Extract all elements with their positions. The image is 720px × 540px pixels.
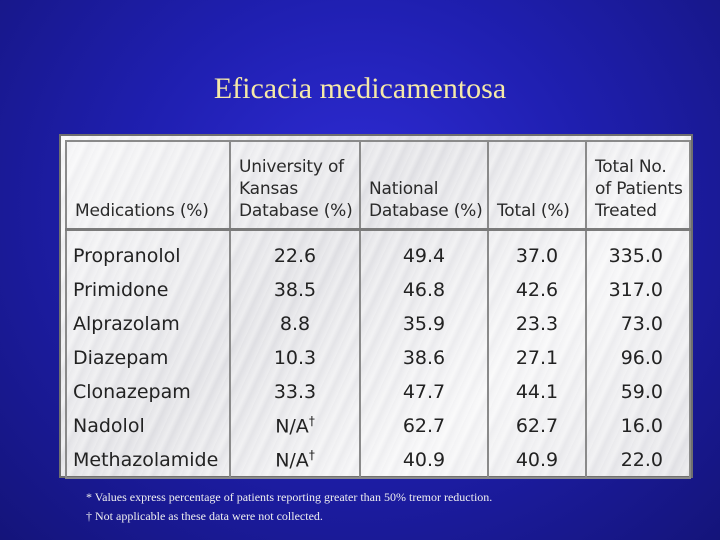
- cell-kansas: N/A†: [229, 443, 361, 479]
- table-row: Alprazolam 8.8 35.9 23.3 73.0: [65, 307, 691, 341]
- cell-national: 38.6: [359, 341, 489, 375]
- header-national-database: National Database (%): [359, 140, 489, 231]
- table-row: Diazepam 10.3 38.6 27.1 96.0: [65, 341, 691, 375]
- table-row: Nadolol N/A† 62.7 62.7 16.0: [65, 409, 691, 443]
- cell-patients: 96.0: [585, 341, 691, 375]
- cell-national: 49.4: [359, 229, 489, 273]
- cell-national: 40.9: [359, 443, 489, 479]
- cell-medication: Clonazepam: [65, 375, 231, 409]
- cell-kansas: 10.3: [229, 341, 361, 375]
- cell-kansas: 22.6: [229, 229, 361, 273]
- footnote-not-applicable: † Not applicable as these data were not …: [86, 509, 323, 523]
- cell-total: 42.6: [487, 273, 587, 307]
- cell-kansas-value: N/A: [275, 449, 309, 472]
- cell-kansas: N/A†: [229, 409, 361, 443]
- table-header-row: Medications (%) University of Kansas Dat…: [65, 140, 691, 231]
- cell-medication: Primidone: [65, 273, 231, 307]
- dagger-mark: †: [308, 448, 315, 463]
- cell-total: 27.1: [487, 341, 587, 375]
- medication-table-panel: Medications (%) University of Kansas Dat…: [59, 134, 693, 479]
- cell-total: 44.1: [487, 375, 587, 409]
- cell-kansas: 8.8: [229, 307, 361, 341]
- table-row: Methazolamide N/A† 40.9 40.9 22.0: [65, 443, 691, 479]
- cell-total: 40.9: [487, 443, 587, 479]
- cell-kansas: 38.5: [229, 273, 361, 307]
- cell-patients: 317.0: [585, 273, 691, 307]
- dagger-mark: †: [308, 414, 315, 429]
- cell-national: 62.7: [359, 409, 489, 443]
- cell-patients: 335.0: [585, 229, 691, 273]
- header-patients-treated: Total No. of Patients Treated: [585, 140, 691, 231]
- cell-medication: Propranolol: [65, 229, 231, 273]
- cell-medication: Alprazolam: [65, 307, 231, 341]
- header-total: Total (%): [487, 140, 587, 231]
- cell-national: 35.9: [359, 307, 489, 341]
- table-row: Propranolol 22.6 49.4 37.0 335.0: [65, 229, 691, 273]
- cell-total: 37.0: [487, 229, 587, 273]
- cell-kansas-value: N/A: [275, 415, 309, 438]
- cell-medication: Methazolamide: [65, 443, 231, 479]
- table-row: Clonazepam 33.3 47.7 44.1 59.0: [65, 375, 691, 409]
- cell-total: 62.7: [487, 409, 587, 443]
- header-kansas-database: University of Kansas Database (%): [229, 140, 361, 231]
- slide-title: Eficacia medicamentosa: [213, 72, 507, 105]
- cell-patients: 22.0: [585, 443, 691, 479]
- cell-patients: 59.0: [585, 375, 691, 409]
- cell-medication: Nadolol: [65, 409, 231, 443]
- cell-national: 46.8: [359, 273, 489, 307]
- header-medications: Medications (%): [65, 140, 231, 231]
- cell-patients: 73.0: [585, 307, 691, 341]
- medication-efficacy-table: Medications (%) University of Kansas Dat…: [65, 140, 691, 479]
- cell-total: 23.3: [487, 307, 587, 341]
- table-row: Primidone 38.5 46.8 42.6 317.0: [65, 273, 691, 307]
- cell-kansas: 33.3: [229, 375, 361, 409]
- cell-national: 47.7: [359, 375, 489, 409]
- cell-patients: 16.0: [585, 409, 691, 443]
- cell-medication: Diazepam: [65, 341, 231, 375]
- footnote-values: * Values express percentage of patients …: [86, 490, 493, 504]
